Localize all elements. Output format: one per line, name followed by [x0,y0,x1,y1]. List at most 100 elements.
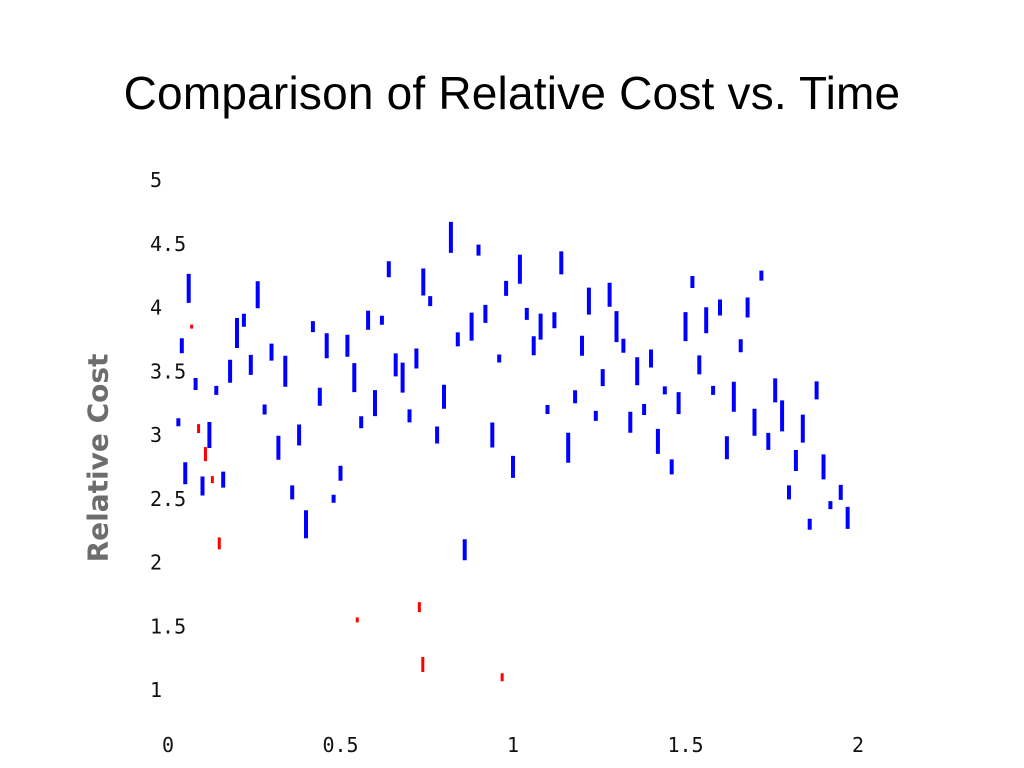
data-point-blue [497,354,502,363]
data-point-blue [276,435,281,460]
x-tick-label: 1 [507,733,519,757]
y-tick-label: 2.5 [150,487,186,511]
data-point-blue [262,404,267,415]
data-point-blue [393,353,398,377]
data-point-blue [290,485,295,500]
data-point-blue [366,310,371,330]
data-point-blue [552,312,557,329]
data-point-blue [186,273,191,303]
data-point-blue [545,405,550,414]
x-tick-label: 1.5 [667,733,703,757]
data-point-blue [352,363,357,393]
data-point-blue [600,369,605,387]
data-point-blue [580,335,584,356]
data-point-blue [386,261,391,278]
series-blue [176,221,850,561]
series-red [190,324,504,682]
data-point-blue [628,411,633,433]
data-point-red [210,476,214,484]
data-point-red [421,657,425,672]
data-point-blue [183,462,188,485]
data-point-blue [490,422,495,448]
data-point-blue [662,386,667,395]
data-point-blue [814,381,819,400]
data-point-blue [448,221,453,253]
data-point-blue [669,459,674,475]
data-point-blue [745,297,750,318]
data-point-blue [310,321,315,333]
data-point-blue [428,296,433,307]
data-point-red [355,617,359,623]
data-point-blue [614,311,619,343]
data-point-blue [649,349,653,368]
data-point-blue [304,510,308,539]
data-point-blue [766,432,771,450]
data-point-blue [759,270,764,281]
data-point-blue [800,414,805,443]
data-point-blue [331,494,336,503]
data-point-blue [248,354,253,375]
x-tick-labels: 0 0.5 1 1.5 2 [162,733,864,757]
y-tick-label: 4.5 [150,232,186,256]
data-point-blue [787,485,791,500]
data-point-blue [414,348,419,369]
data-point-blue [176,418,181,427]
data-point-blue [845,506,850,529]
data-point-blue [214,385,219,395]
y-tick-label: 1 [150,678,162,702]
data-point-blue [283,355,288,387]
data-point-blue [683,312,688,342]
data-point-blue [793,450,798,471]
data-point-blue [435,426,440,444]
data-point-blue [504,280,509,296]
data-point-blue [697,355,702,375]
data-point-red [190,324,194,329]
data-point-blue [531,336,536,356]
data-point-blue [838,484,843,500]
data-point-blue [193,378,198,390]
data-point-blue [586,287,591,315]
x-tick-label: 0.5 [322,733,358,757]
y-tick-labels: 1 1.5 2 2.5 3 3.5 4 4.5 5 [150,168,186,702]
data-point-blue [828,501,833,510]
data-point-blue [200,476,205,496]
data-point-blue [621,338,626,353]
data-point-blue [711,385,716,395]
data-point-blue [235,318,239,348]
y-tick-label: 1.5 [150,614,186,638]
data-point-blue [221,471,226,488]
data-point-blue [821,454,826,480]
data-point-blue [780,400,785,432]
data-point-blue [773,378,778,403]
data-point-blue [538,313,543,340]
data-point-blue [752,408,757,436]
data-point-blue [338,465,343,481]
data-point-blue [718,299,722,316]
data-point-blue [655,428,660,454]
data-point-red [197,424,201,434]
data-point-blue [373,390,377,417]
data-point-blue [255,281,260,309]
data-point-blue [442,384,446,409]
x-tick-label: 2 [852,733,864,757]
data-point-red [217,537,221,550]
data-point-blue [241,313,246,327]
data-point-red [203,447,207,462]
data-point-red [417,602,421,613]
y-tick-label: 5 [150,168,162,192]
data-point-blue [593,410,598,421]
slide-title: Comparison of Relative Cost vs. Time [123,67,901,119]
data-point-blue [690,276,695,288]
data-point-blue [559,251,564,275]
data-point-blue [359,416,364,429]
data-point-blue [297,424,302,446]
data-point-blue [269,343,274,361]
data-point-blue [483,304,488,323]
data-point-blue [476,244,481,256]
y-tick-label: 2 [150,551,162,575]
data-point-blue [635,357,640,386]
data-point-blue [400,362,405,393]
data-point-blue [317,387,322,406]
data-point-blue [207,422,212,448]
